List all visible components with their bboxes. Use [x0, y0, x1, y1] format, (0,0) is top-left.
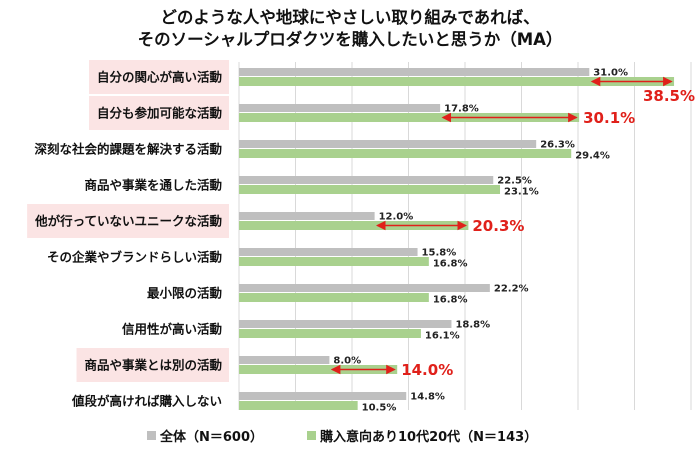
- bar-overall: [239, 248, 418, 256]
- data-label-overall: 18.8%: [455, 320, 490, 331]
- chart-title-line-2: そのソーシャルプロダクツを購入したいと思うか（MA）: [137, 30, 563, 49]
- bar-young-intent: [239, 329, 421, 338]
- bar-young-intent: [239, 149, 572, 158]
- data-label-overall: 15.8%: [422, 248, 457, 259]
- data-label-young-intent: 10.5%: [362, 403, 397, 414]
- bar-overall: [239, 212, 375, 220]
- category-highlight-bg: [88, 60, 229, 94]
- data-label-young-intent: 16.8%: [433, 295, 468, 306]
- data-label-young-intent: 23.1%: [504, 187, 539, 198]
- bar-young-intent: [239, 185, 501, 194]
- category-label: 商品や事業とは別の活動: [84, 358, 222, 373]
- data-label-overall: 31.0%: [593, 68, 628, 79]
- category-label: 深刻な社会的課題を解決する活動: [34, 142, 222, 157]
- bar-young-intent: [239, 221, 469, 230]
- bar-young-intent: [239, 77, 675, 86]
- category-label: その企業やブランドらしい活動: [47, 250, 222, 265]
- bar-young-intent: [239, 257, 429, 266]
- bar-overall: [239, 68, 590, 76]
- category-label: 信用性が高い活動: [122, 322, 222, 337]
- bar-young-intent: [239, 365, 398, 374]
- category-label: 最小限の活動: [147, 286, 222, 301]
- data-label-overall: 12.0%: [379, 212, 414, 223]
- bar-young-intent: [239, 293, 429, 302]
- legend-swatch-young-intent: [307, 431, 316, 440]
- data-label-overall: 22.5%: [497, 176, 532, 187]
- bar-overall: [239, 392, 407, 400]
- bar-overall: [239, 176, 494, 184]
- legend-label-overall: 全体（N＝600）: [159, 429, 263, 445]
- legend-swatch-overall: [147, 431, 156, 440]
- data-label-young-intent: 30.1%: [583, 109, 635, 127]
- data-label-young-intent: 14.0%: [401, 361, 453, 379]
- chart-title-line-1: どのような人や地球にやさしい取り組みであれば、: [160, 8, 540, 27]
- data-label-overall: 14.8%: [410, 392, 445, 403]
- data-label-young-intent: 20.3%: [472, 217, 524, 235]
- data-label-overall: 26.3%: [540, 140, 575, 151]
- bar-young-intent: [239, 113, 580, 122]
- bar-young-intent: [239, 401, 358, 410]
- data-label-young-intent: 16.1%: [425, 331, 460, 342]
- data-label-young-intent: 29.4%: [575, 151, 610, 162]
- data-label-overall: 22.2%: [494, 284, 529, 295]
- category-highlight-bg: [88, 96, 229, 130]
- data-label-overall: 17.8%: [444, 104, 479, 115]
- category-highlight-bg: [27, 204, 229, 238]
- bar-overall: [239, 140, 537, 148]
- data-label-young-intent: 16.8%: [433, 259, 468, 270]
- category-highlight-bg: [76, 348, 229, 382]
- category-label: 自分も参加可能な活動: [97, 106, 222, 121]
- bar-overall: [239, 284, 490, 292]
- category-label: 自分の関心が高い活動: [97, 70, 222, 85]
- data-label-overall: 8.0%: [333, 356, 361, 367]
- category-label: 値段が高ければ購入しない: [71, 394, 222, 409]
- category-label: 他が行っていないユニークな活動: [34, 214, 222, 229]
- bar-overall: [239, 320, 452, 328]
- bar-overall: [239, 104, 441, 112]
- category-label: 商品や事業を通した活動: [84, 178, 222, 193]
- bar-overall: [239, 356, 330, 364]
- legend-label-young-intent: 購入意向あり10代20代（N＝143）: [319, 429, 537, 445]
- data-label-young-intent: 38.5%: [643, 87, 695, 105]
